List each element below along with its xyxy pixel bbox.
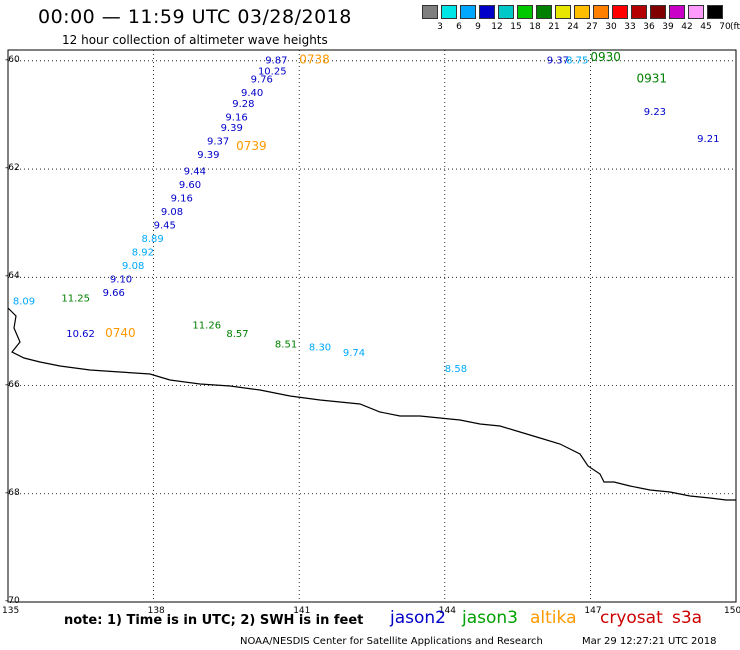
pass-time-label: 0738: [299, 53, 330, 67]
wave-height-label: 10.25: [258, 66, 287, 77]
pass-time-label: 0930: [590, 50, 621, 64]
wave-height-label: 9.08: [122, 261, 144, 272]
wave-height-label: 8.57: [226, 329, 248, 340]
colorbar-label: 33: [624, 22, 636, 32]
lon-tick-label: 141: [293, 606, 311, 616]
satellite-legend-altika: altika: [530, 608, 577, 628]
lat-tick-label: -66: [5, 379, 20, 390]
wave-height-label: 8.58: [445, 364, 467, 375]
wave-height-label: 9.44: [184, 166, 206, 177]
wave-height-label: 9.37: [207, 137, 229, 148]
wave-height-label: 11.26: [192, 321, 221, 332]
wave-height-label: 9.60: [179, 180, 201, 191]
lon-tick-label: 150: [724, 606, 740, 616]
footer-credit: NOAA/NESDIS Center for Satellite Applica…: [240, 636, 543, 647]
wave-height-label: 10.62: [66, 329, 95, 340]
wave-height-label: 8.75: [566, 56, 588, 67]
wave-height-label: 9.10: [110, 275, 132, 286]
colorbar-label: 9: [475, 22, 481, 32]
lat-lon-grid: [7, 50, 737, 603]
colorbar-swatch: [688, 5, 704, 19]
colorbar-label: 12: [491, 22, 503, 32]
lat-tick-label: -64: [5, 271, 20, 282]
wave-height-label: 8.30: [309, 342, 331, 353]
colorbar-label: 21: [548, 22, 560, 32]
colorbar-label: 42: [681, 22, 693, 32]
satellite-legend-jason2: jason2: [390, 608, 446, 628]
footer-note: note: 1) Time is in UTC; 2) SWH is in fe…: [64, 613, 364, 628]
wave-height-label: 9.08: [161, 207, 183, 218]
satellite-legend-s3a: s3a: [672, 608, 703, 628]
colorbar-swatch: [441, 5, 457, 19]
colorbar-swatch: [593, 5, 609, 19]
wave-height-label: 9.23: [644, 107, 666, 118]
colorbar-swatch: [650, 5, 666, 19]
colorbar-label: 45: [700, 22, 712, 32]
footer-timestamp: Mar 29 12:27:21 UTC 2018: [582, 636, 717, 647]
pass-time-label: 0739: [236, 139, 267, 153]
colorbar-label: 6: [456, 22, 462, 32]
colorbar-label: 15: [510, 22, 522, 32]
wave-height-label: 8.89: [141, 234, 163, 245]
wave-height-label: 11.25: [61, 294, 90, 305]
wave-height-label: 9.40: [241, 88, 263, 99]
wave-height-label: 9.16: [225, 112, 247, 123]
map-title: 00:00 — 11:59 UTC 03/28/2018: [38, 6, 352, 28]
wave-height-label: 9.76: [251, 74, 273, 85]
colorbar-swatch: [422, 5, 438, 19]
wave-height-label: 8.09: [13, 296, 35, 307]
lon-tick-label: 135: [2, 606, 20, 616]
lat-tick-label: -68: [5, 487, 20, 498]
lat-tick-label: -62: [5, 163, 20, 174]
wave-height-label: 9.74: [343, 348, 365, 359]
wave-height-label: 9.39: [221, 123, 243, 134]
wave-height-label: 9.28: [232, 99, 254, 110]
colorbar-swatch: [669, 5, 685, 19]
lat-tick-label: -70: [5, 596, 20, 606]
antarctic-coastline: [7, 307, 736, 501]
wave-height-label: 9.45: [154, 221, 176, 232]
wave-height-label: 9.37: [547, 56, 569, 67]
colorbar-swatch: [574, 5, 590, 19]
satellite-legend-jason3: jason3: [462, 608, 518, 628]
colorbar-label: 36: [643, 22, 655, 32]
wave-height-label: 9.39: [197, 150, 219, 161]
colorbar-swatch: [536, 5, 552, 19]
wave-height-label: 9.66: [103, 288, 125, 299]
colorbar-label: 27: [586, 22, 598, 32]
colorbar-swatch: [517, 5, 533, 19]
map-subtitle: 12 hour collection of altimeter wave hei…: [62, 33, 328, 47]
wave-height-label: 9.87: [265, 56, 287, 67]
pass-time-label: 0931: [637, 71, 668, 85]
colorbar-swatch: [479, 5, 495, 19]
pass-time-label: 0740: [105, 326, 136, 340]
colorbar-swatch: [612, 5, 628, 19]
colorbar-swatch: [707, 5, 723, 19]
wave-height-label: 8.92: [132, 248, 154, 259]
colorbar-label: 18: [529, 22, 541, 32]
colorbar-label: 30: [605, 22, 617, 32]
lon-tick-label: 138: [147, 606, 165, 616]
colorbar-swatch: [555, 5, 571, 19]
colorbar-label: 70: [719, 22, 731, 32]
lon-tick-label: 147: [584, 606, 602, 616]
lat-tick-label: -60: [5, 54, 20, 65]
wave-height-label: 9.21: [697, 134, 719, 145]
colorbar-label: 39: [662, 22, 674, 32]
colorbar-swatch: [498, 5, 514, 19]
colorbar-label: 3: [437, 22, 443, 32]
lon-tick-label: 144: [438, 606, 456, 616]
colorbar-unit: (ft): [730, 22, 740, 32]
wave-height-label: 9.16: [171, 194, 193, 205]
colorbar-swatch: [631, 5, 647, 19]
colorbar-swatch: [460, 5, 476, 19]
colorbar-label: 24: [567, 22, 579, 32]
satellite-legend-cryosat: cryosat: [600, 608, 663, 628]
wave-height-label: 8.51: [275, 340, 297, 351]
